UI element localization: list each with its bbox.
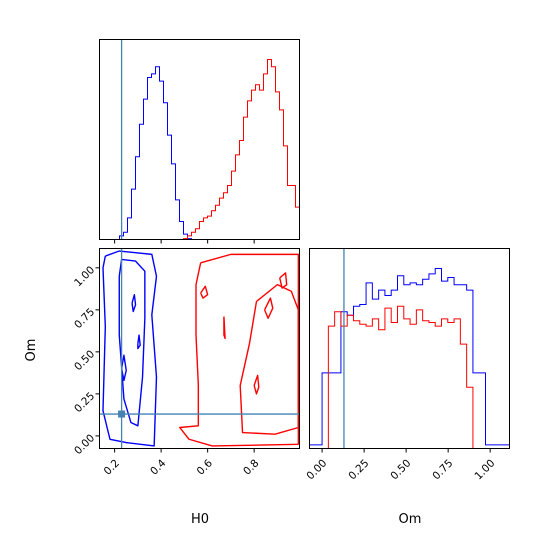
contour-inner-7: [239, 283, 300, 435]
contour-core-3: [131, 294, 137, 313]
contour-core-5: [137, 334, 141, 350]
h0-histogram-series-1: [99, 66, 300, 240]
om-x-tick-label-4: 0.75: [430, 457, 455, 482]
h0-histogram-series-2: [99, 59, 300, 240]
x-axis-label-h0: H0: [191, 512, 209, 527]
om-y-tick-label-2: 0.25: [72, 390, 97, 415]
om-y-tick-label-5: 1.00: [72, 264, 97, 289]
x-axis-label-om: Om: [399, 512, 422, 527]
contour-frame: [99, 248, 300, 449]
h0-histogram-panel: [99, 39, 300, 244]
h0-x-tick-label-2: 0.4: [148, 457, 169, 478]
contour-inner-2: [118, 258, 146, 427]
om-x-tick-label-2: 0.25: [346, 457, 371, 482]
om-y-tick-label-3: 0.50: [72, 348, 97, 373]
y-axis-label-om: Om: [24, 339, 39, 362]
om-histogram-panel: 0.00 0.25 0.50 0.75 1.00: [304, 248, 510, 482]
contour-core-9: [279, 272, 288, 289]
h0-x-tick-label-3: 0.6: [195, 457, 216, 478]
truth-marker: [118, 410, 126, 418]
om-histogram-frame: [309, 248, 510, 449]
contour-outer-1: [102, 250, 158, 447]
h0-om-contour-panel: 0.2 0.4 0.6 0.8 0.00 0.25 0.50 0.75 1.00: [72, 248, 300, 478]
om-histogram-series-2: [309, 305, 510, 449]
contour-outer-6: [179, 253, 300, 447]
om-x-tick-label-1: 0.00: [304, 457, 329, 482]
om-histogram-series-1: [309, 268, 510, 449]
h0-histogram-frame: [99, 39, 300, 240]
om-y-tick-label-1: 0.00: [72, 432, 97, 457]
contour-core-11: [223, 316, 226, 340]
contour-core-10: [200, 285, 209, 299]
om-y-tick-label-4: 0.75: [72, 306, 97, 331]
contour-core-4: [120, 354, 127, 382]
om-x-tick-label-5: 1.00: [472, 457, 497, 482]
h0-x-tick-label-4: 0.8: [241, 457, 261, 477]
h0-x-tick-label-1: 0.2: [102, 457, 122, 477]
contour-core-8: [263, 297, 274, 319]
contour-core-12: [253, 374, 260, 395]
om-x-tick-label-3: 0.50: [388, 457, 413, 482]
